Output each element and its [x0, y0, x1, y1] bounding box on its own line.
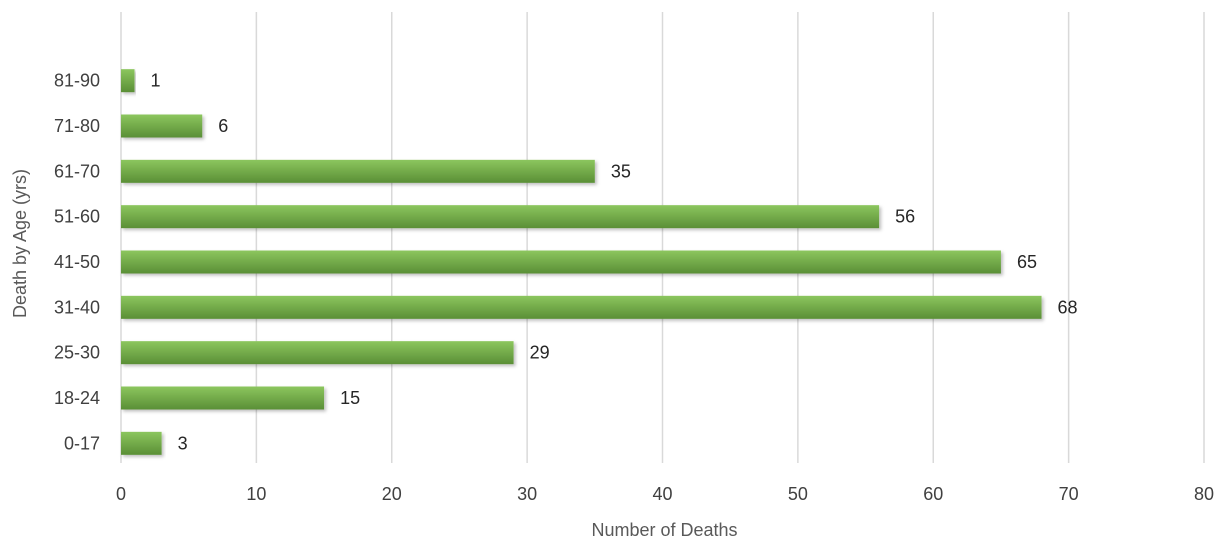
bar-41-50: [121, 250, 1001, 274]
y-tick-label: 31-40: [54, 297, 100, 317]
bar-81-90: [121, 69, 135, 93]
y-tick-label: 18-24: [54, 388, 100, 408]
bar-0-17: [121, 431, 162, 455]
data-label: 15: [340, 388, 360, 408]
x-tick-label: 60: [923, 484, 943, 504]
bar-51-60: [121, 205, 880, 229]
data-label: 65: [1017, 252, 1037, 272]
bar-25-30: [121, 341, 514, 365]
bar-31-40: [121, 295, 1042, 319]
x-tick-label: 20: [382, 484, 402, 504]
bar-61-70: [121, 159, 595, 183]
data-label: 29: [530, 343, 550, 363]
bar-71-80: [121, 114, 203, 138]
y-tick-label: 61-70: [54, 161, 100, 181]
y-tick-label: 81-90: [54, 71, 100, 91]
x-tick-label: 0: [116, 484, 126, 504]
labels: 0 10 20 30 40 50 60 70 80 0-17 3 18-24 15 25-30 29 31-4…: [54, 71, 1214, 504]
y-tick-label: 0-17: [64, 433, 100, 453]
y-tick-label: 51-60: [54, 207, 100, 227]
data-label: 56: [895, 207, 915, 227]
bars: [121, 69, 1042, 455]
x-axis-title: Number of Deaths: [591, 520, 737, 540]
data-label: 1: [151, 71, 161, 91]
x-tick-label: 80: [1194, 484, 1214, 504]
data-label: 3: [178, 433, 188, 453]
y-tick-label: 71-80: [54, 116, 100, 136]
y-tick-label: 25-30: [54, 343, 100, 363]
data-label: 35: [611, 161, 631, 181]
y-tick-label: 41-50: [54, 252, 100, 272]
x-tick-label: 50: [788, 484, 808, 504]
x-tick-label: 40: [652, 484, 672, 504]
data-label: 68: [1058, 297, 1078, 317]
y-axis-title: Death by Age (yrs): [10, 169, 30, 318]
x-tick-label: 30: [517, 484, 537, 504]
x-tick-label: 10: [246, 484, 266, 504]
x-tick-label: 70: [1059, 484, 1079, 504]
bar-18-24: [121, 386, 325, 410]
data-label: 6: [218, 116, 228, 136]
gridlines: [120, 12, 1205, 463]
